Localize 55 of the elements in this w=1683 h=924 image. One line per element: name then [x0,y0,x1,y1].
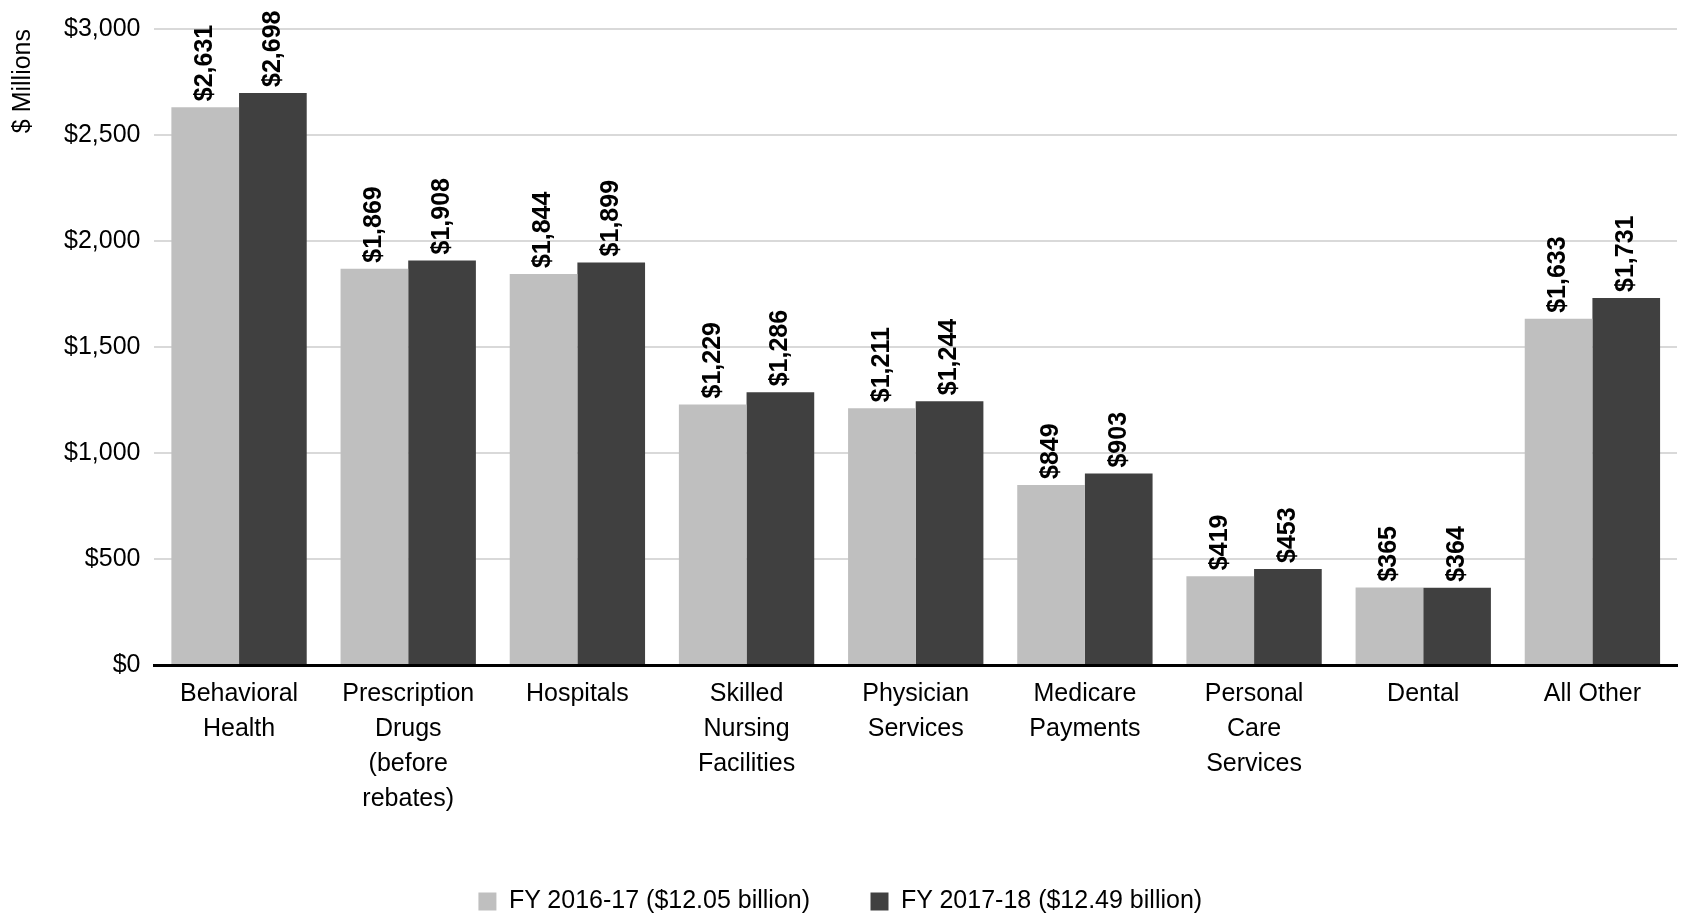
x-tick-label: All Other [1543,678,1642,707]
data-label: $419 [1204,514,1233,571]
x-tick-label: Physician Services [862,678,970,742]
x-tick-label: Dental [1387,678,1460,707]
data-label: $1,844 [527,191,556,269]
data-label: $1,899 [595,179,624,257]
bar [408,260,476,664]
x-tick-label: Medicare Payments [1029,678,1141,742]
data-label: $1,869 [358,186,387,263]
x-tick-label: Behavioral Health [179,678,299,742]
x-tick-label: Personal Care Services [1204,678,1304,777]
bar [1254,568,1322,664]
y-tick-label: $0 [112,648,141,677]
data-label: $364 [1440,526,1469,582]
data-label: $1,211 [865,327,894,403]
data-label: $1,731 [1610,215,1639,293]
y-tick-label: $1,500 [64,330,141,359]
data-label: $365 [1373,525,1402,582]
y-tick-label: $2,500 [64,118,141,147]
data-label: $1,908 [425,177,454,255]
bar [239,93,307,664]
bar [678,404,747,664]
data-label: $849 [1034,423,1063,480]
data-label: $2,698 [256,10,285,88]
bar [1423,587,1491,664]
bar [1524,318,1593,664]
bar [577,262,646,664]
y-tick-label: $500 [84,542,141,571]
bar [340,268,409,664]
data-label: $1,286 [764,309,793,387]
bar [1084,473,1153,664]
bar [509,274,578,664]
y-axis-title: $ Millions [6,29,35,134]
y-tick-label: $3,000 [64,12,141,41]
y-tick-label: $1,000 [64,436,141,465]
data-label: $1,244 [933,318,962,396]
bar [1592,298,1661,664]
x-tick-label: Hospitals [525,678,629,707]
bar [848,408,916,664]
bar [1186,576,1255,664]
legend-label: FY 2016-17 ($12.05 billion) [508,885,811,914]
data-label: $1,229 [696,321,725,399]
bar [1017,485,1085,664]
bar [915,401,984,664]
data-label: $1,633 [1542,236,1571,313]
data-label: $903 [1102,411,1131,468]
bar [1355,587,1424,664]
x-tick-label: Skilled Nursing Facilities [697,678,796,777]
legend-label: FY 2017-18 ($12.49 billion) [901,885,1203,914]
data-label: $453 [1271,507,1300,563]
x-tick-label: Prescription Drugs (before rebates) [342,678,475,812]
data-label: $2,631 [189,24,218,102]
bar [746,392,815,664]
bar [171,107,240,664]
y-tick-label: $2,000 [64,224,141,253]
